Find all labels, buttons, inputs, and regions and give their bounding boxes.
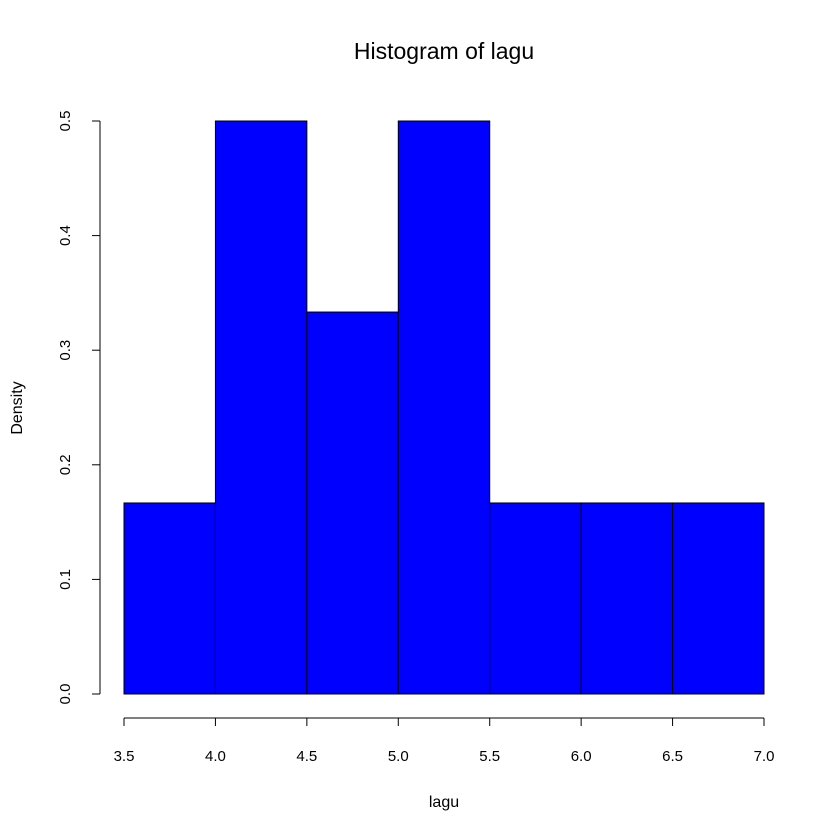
y-tick-label-3: 0.3: [57, 340, 74, 361]
y-axis-label: Density: [9, 381, 26, 434]
histogram-bar-2: [306, 311, 399, 695]
y-axis: 0.0 0.1 0.2 0.3 0.4 0.5: [57, 111, 101, 705]
bars-group: [123, 120, 765, 695]
y-tick-label-1: 0.1: [57, 569, 74, 590]
x-axis: 3.5 4.0 4.5 5.0 5.5 6.0 6.5 7.0: [114, 717, 775, 765]
histogram-bar-1: [214, 120, 308, 695]
x-tick-label-1: 4.0: [205, 748, 226, 765]
x-tick-label-2: 4.5: [296, 748, 317, 765]
x-tick-label-6: 6.5: [662, 748, 683, 765]
x-tick-label-5: 6.0: [571, 748, 592, 765]
histogram-bar-5: [580, 502, 674, 695]
histogram-bar-3: [397, 120, 491, 695]
y-tick-label-0: 0.0: [57, 684, 74, 705]
x-tick-label-0: 3.5: [114, 748, 135, 765]
x-axis-label: lagu: [429, 794, 459, 811]
histogram-bar-4: [489, 502, 582, 695]
y-tick-label-5: 0.5: [57, 111, 74, 132]
x-tick-label-3: 5.0: [388, 748, 409, 765]
histogram-bar-6: [672, 502, 765, 695]
x-tick-label-7: 7.0: [754, 748, 775, 765]
histogram-bar-0: [123, 502, 216, 695]
x-tick-label-4: 5.5: [479, 748, 500, 765]
y-tick-label-4: 0.4: [57, 225, 74, 246]
chart-title: Histogram of lagu: [354, 38, 534, 64]
y-tick-label-2: 0.2: [57, 454, 74, 475]
